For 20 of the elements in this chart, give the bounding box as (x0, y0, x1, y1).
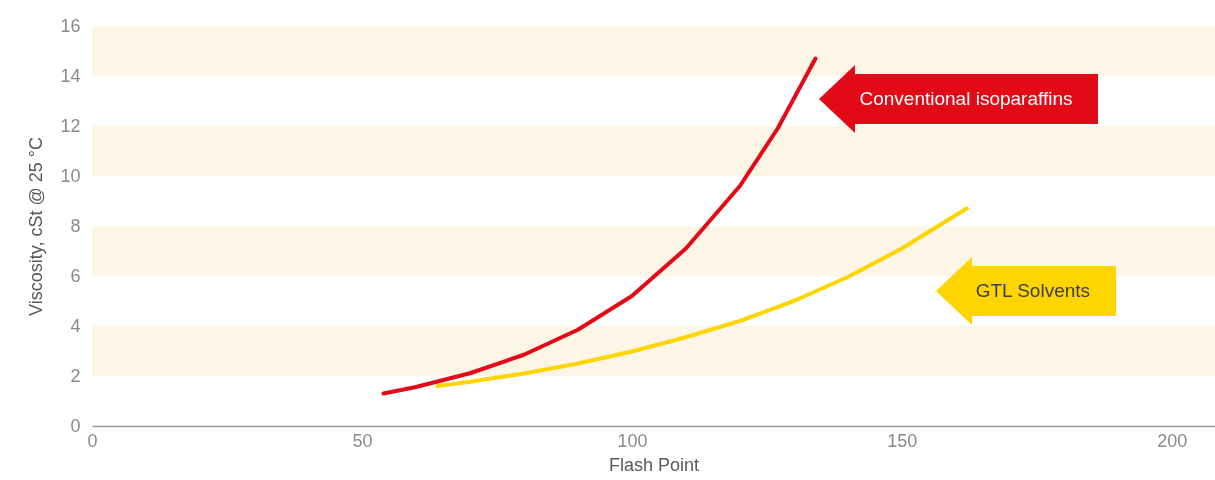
y-tick-label: 6 (70, 265, 81, 286)
x-tick-label: 0 (87, 430, 98, 451)
x-tick-label: 100 (617, 430, 648, 451)
line-series (435, 206, 969, 388)
x-tick-label: 150 (887, 430, 918, 451)
y-tick-label: 10 (60, 165, 81, 186)
y-tick-label: 0 (70, 415, 81, 436)
x-tick-label: 50 (352, 430, 373, 451)
text: Conventional isoparaffins (855, 73, 1099, 124)
x-axis-title: Flash Point (608, 454, 700, 475)
line-series (381, 56, 818, 396)
y-tick-label: 2 (70, 365, 81, 386)
y-tick-label: 8 (70, 215, 81, 236)
y-axis-title: Viscosity, cSt @ 25 °C (26, 137, 47, 316)
y-tick-label: 12 (60, 115, 81, 136)
y-tick-label: 16 (60, 15, 81, 36)
text: GTL Solvents (971, 265, 1117, 316)
y-tick-label: 4 (70, 315, 81, 336)
x-tick-label: 200 (1157, 430, 1188, 451)
y-tick-label: 14 (60, 65, 81, 86)
